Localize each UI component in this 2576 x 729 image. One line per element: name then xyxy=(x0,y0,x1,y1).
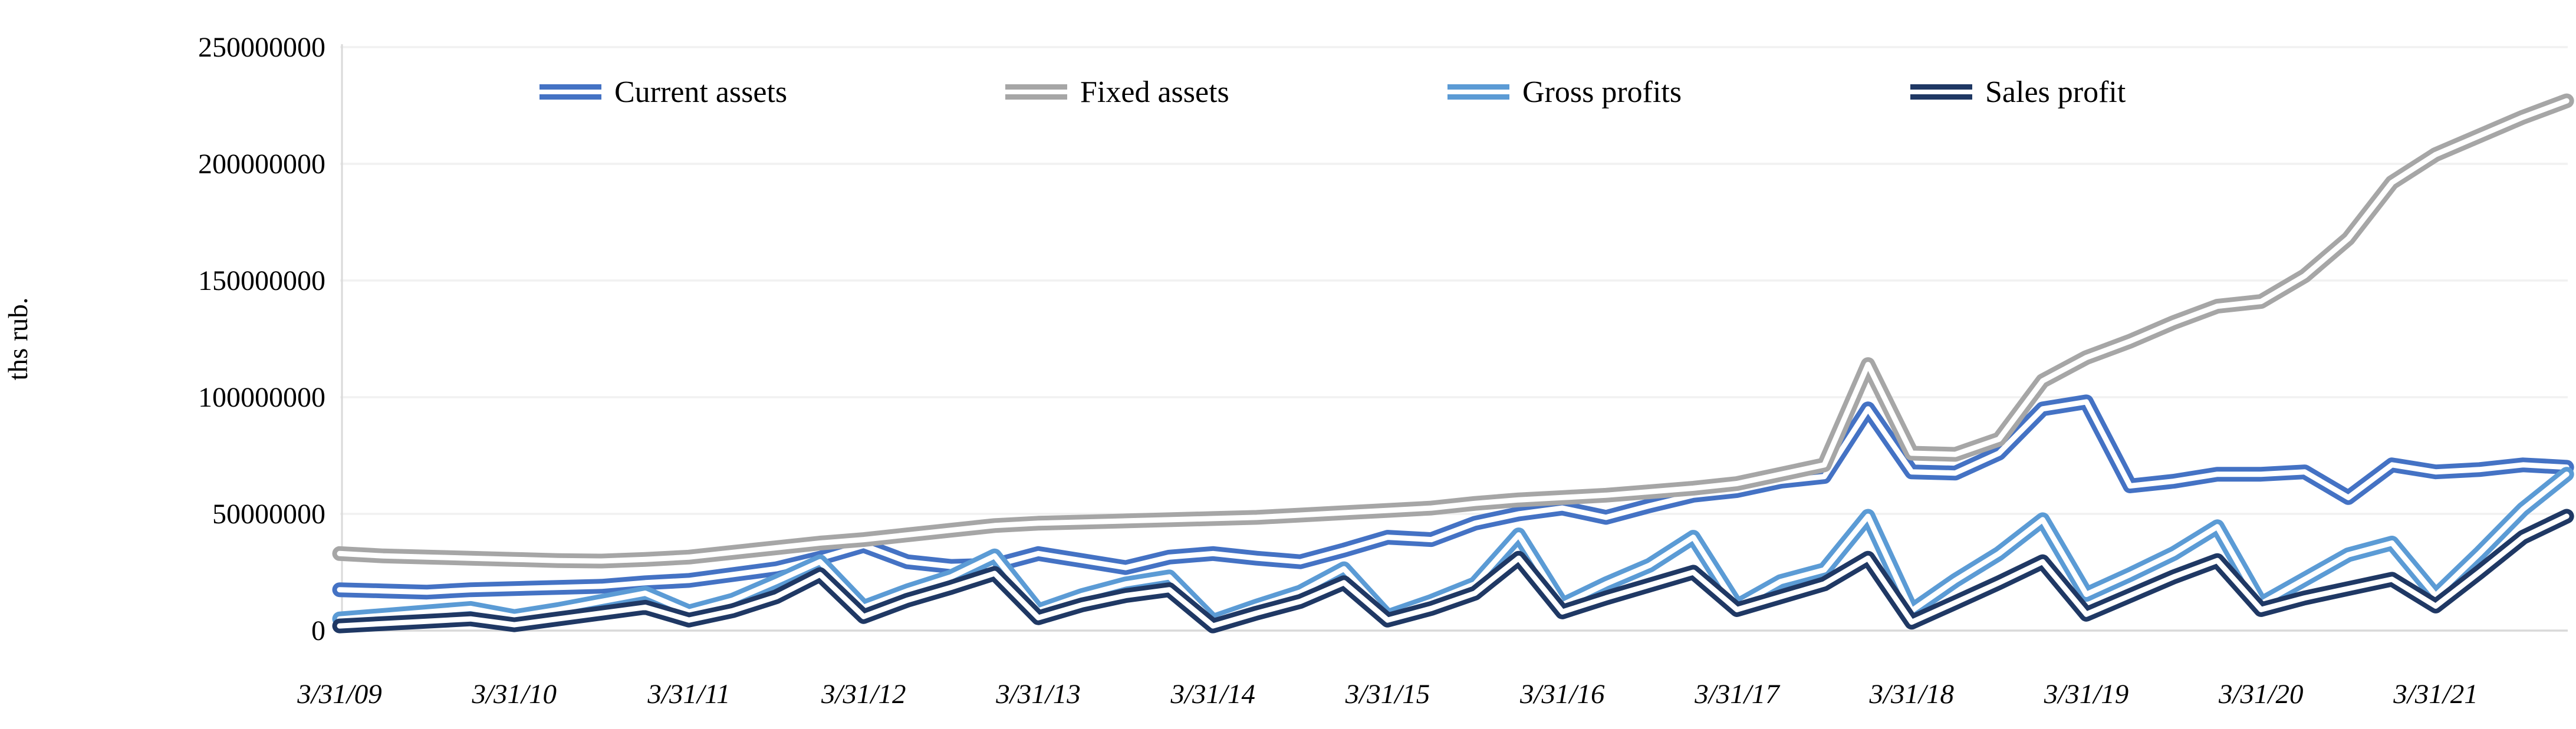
x-tick-label: 3/31/13 xyxy=(995,679,1081,710)
x-tick-label: 3/31/18 xyxy=(1868,679,1954,710)
legend-line-marker-icon xyxy=(1005,84,1067,100)
axis-tick-labels: 0 50000000 100000000 150000000 200000000 2500… xyxy=(198,32,2478,710)
legend-marker-bar xyxy=(1447,94,1509,100)
series-fixed-assets xyxy=(332,93,2574,569)
legend-marker-bar xyxy=(1910,94,1972,100)
y-tick-label: 250000000 xyxy=(198,32,325,63)
x-tick-label: 3/31/15 xyxy=(1345,679,1430,710)
legend-label: Sales profit xyxy=(1985,75,2126,109)
series-line-inner xyxy=(337,98,2570,564)
y-tick-label: 0 xyxy=(311,615,325,646)
legend-item-sales-profit: Sales profit xyxy=(1910,75,2126,109)
legend-marker-bar xyxy=(1005,84,1067,90)
legend-marker-bar xyxy=(1005,94,1067,100)
legend-marker-bar xyxy=(539,94,601,100)
series-line-inner xyxy=(337,471,2570,624)
legend-marker-bar xyxy=(1910,84,1972,90)
y-tick-label: 100000000 xyxy=(198,382,325,413)
axes xyxy=(340,44,2568,632)
x-tick-label: 3/31/10 xyxy=(471,679,557,710)
series-sales-profit xyxy=(332,509,2574,634)
x-tick-label: 3/31/20 xyxy=(2218,679,2304,710)
series-line-inner xyxy=(337,399,2570,595)
series-line-outer xyxy=(332,93,2574,569)
y-axis-title: ths rub. xyxy=(3,298,34,381)
x-tick-label: 3/31/21 xyxy=(2393,679,2478,710)
y-tick-label: 150000000 xyxy=(198,265,325,296)
legend-item-current-assets: Current assets xyxy=(539,75,787,109)
series-gross-profits xyxy=(332,467,2574,629)
legend-item-gross-profits: Gross profits xyxy=(1447,75,1682,109)
gridlines xyxy=(340,46,2568,515)
x-tick-label: 3/31/17 xyxy=(1694,679,1781,710)
series-line-inner xyxy=(337,513,2570,629)
legend-line-marker-icon xyxy=(1910,84,1972,100)
x-tick-label: 3/31/09 xyxy=(297,679,382,710)
legend: Current assets Fixed assets Gross profits S… xyxy=(539,75,2126,109)
y-tick-label: 50000000 xyxy=(212,499,325,530)
x-tick-label: 3/31/19 xyxy=(2044,679,2129,710)
x-tick-label: 3/31/12 xyxy=(821,679,906,710)
x-tick-label: 3/31/14 xyxy=(1170,679,1255,710)
legend-label: Fixed assets xyxy=(1080,75,1229,109)
legend-label: Gross profits xyxy=(1522,75,1682,109)
legend-marker-bar xyxy=(539,84,601,90)
legend-marker-bar xyxy=(1447,84,1509,90)
legend-line-marker-icon xyxy=(1447,84,1509,100)
x-tick-label: 3/31/16 xyxy=(1519,679,1605,710)
legend-label: Current assets xyxy=(614,75,787,109)
legend-line-marker-icon xyxy=(539,84,601,100)
y-tick-label: 200000000 xyxy=(198,149,325,180)
legend-item-fixed-assets: Fixed assets xyxy=(1005,75,1229,109)
x-tick-label: 3/31/11 xyxy=(647,679,730,710)
series-current-assets xyxy=(332,394,2574,600)
series-lines xyxy=(332,93,2574,634)
